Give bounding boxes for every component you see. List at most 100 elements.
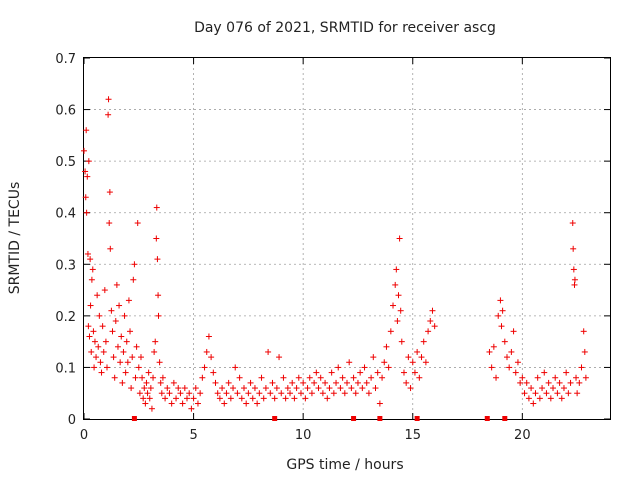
data-point xyxy=(146,395,153,402)
data-point xyxy=(87,256,94,263)
data-point xyxy=(86,333,93,340)
data-point xyxy=(166,390,173,397)
data-point xyxy=(84,173,91,180)
data-point xyxy=(381,359,388,366)
data-point xyxy=(205,333,212,340)
data-point xyxy=(184,395,191,402)
data-point xyxy=(293,385,300,392)
data-point xyxy=(363,379,370,386)
zero-marker xyxy=(484,416,490,421)
data-point xyxy=(106,189,113,196)
data-point xyxy=(201,364,208,371)
zero-marker xyxy=(502,416,508,421)
data-point xyxy=(368,374,375,381)
data-point xyxy=(427,318,434,325)
data-point xyxy=(565,390,572,397)
data-point xyxy=(114,343,121,350)
data-point xyxy=(387,328,394,335)
data-point xyxy=(192,385,199,392)
data-point xyxy=(240,385,247,392)
data-point xyxy=(576,379,583,386)
data-point xyxy=(306,374,313,381)
data-point xyxy=(337,385,344,392)
data-point xyxy=(431,323,438,330)
data-point xyxy=(357,369,364,376)
data-point xyxy=(158,390,165,397)
data-point xyxy=(227,395,234,402)
data-point xyxy=(142,400,149,407)
data-point xyxy=(560,385,567,392)
data-point xyxy=(534,374,541,381)
data-point xyxy=(393,266,400,273)
data-point xyxy=(151,348,158,355)
data-point xyxy=(543,390,550,397)
data-point xyxy=(501,338,508,345)
data-point xyxy=(300,379,307,386)
data-point xyxy=(407,385,414,392)
data-point xyxy=(304,385,311,392)
data-point xyxy=(133,343,140,350)
data-point xyxy=(221,400,228,407)
data-point xyxy=(267,390,274,397)
data-point xyxy=(168,400,175,407)
data-point xyxy=(119,379,126,386)
data-point xyxy=(216,395,223,402)
data-point xyxy=(208,354,215,361)
data-point xyxy=(582,374,589,381)
data-point xyxy=(297,390,304,397)
data-point xyxy=(96,312,103,319)
data-point xyxy=(523,379,530,386)
data-point xyxy=(365,390,372,397)
data-point xyxy=(153,235,160,242)
data-point xyxy=(517,379,524,386)
data-point xyxy=(536,395,543,402)
data-point xyxy=(385,364,392,371)
data-point xyxy=(287,390,294,397)
data-point xyxy=(152,338,159,345)
data-point xyxy=(422,359,429,366)
data-point xyxy=(256,390,263,397)
data-point xyxy=(131,261,138,268)
data-point xyxy=(232,364,239,371)
data-point xyxy=(344,379,350,386)
data-point xyxy=(175,385,182,392)
data-point xyxy=(111,374,118,381)
data-point xyxy=(124,359,131,366)
axis-ticks xyxy=(83,57,610,420)
data-point xyxy=(311,379,318,386)
data-point xyxy=(107,245,114,252)
zero-marker xyxy=(272,416,278,421)
data-point xyxy=(302,395,309,402)
data-point xyxy=(85,158,92,165)
data-point xyxy=(567,379,574,386)
data-point xyxy=(493,374,500,381)
data-point xyxy=(308,390,315,397)
data-point xyxy=(143,379,150,386)
data-point xyxy=(159,374,166,381)
data-point xyxy=(134,220,141,227)
y-tick-labels: 0 0.1 0.2 0.3 0.4 0.5 0.6 0.7 xyxy=(55,52,76,428)
data-point xyxy=(150,374,157,381)
data-point xyxy=(545,379,552,386)
data-point xyxy=(359,385,366,392)
data-point xyxy=(350,374,357,381)
data-point xyxy=(390,302,397,309)
data-point xyxy=(425,328,432,335)
data-point xyxy=(326,385,333,392)
data-point xyxy=(230,385,237,392)
x-tick-labels: 0 5 10 15 20 xyxy=(80,428,531,443)
zero-marker xyxy=(351,416,357,421)
data-point xyxy=(335,364,342,371)
data-point xyxy=(118,333,125,340)
y-tick-label: 0 xyxy=(68,413,76,428)
data-point xyxy=(570,266,577,273)
data-point xyxy=(88,276,95,283)
data-point xyxy=(488,364,495,371)
data-point xyxy=(503,354,510,361)
y-tick-label: 0.5 xyxy=(55,155,76,170)
data-point xyxy=(317,374,324,381)
data-point xyxy=(346,359,353,366)
data-point xyxy=(245,390,252,397)
x-tick-label: 15 xyxy=(404,428,421,443)
